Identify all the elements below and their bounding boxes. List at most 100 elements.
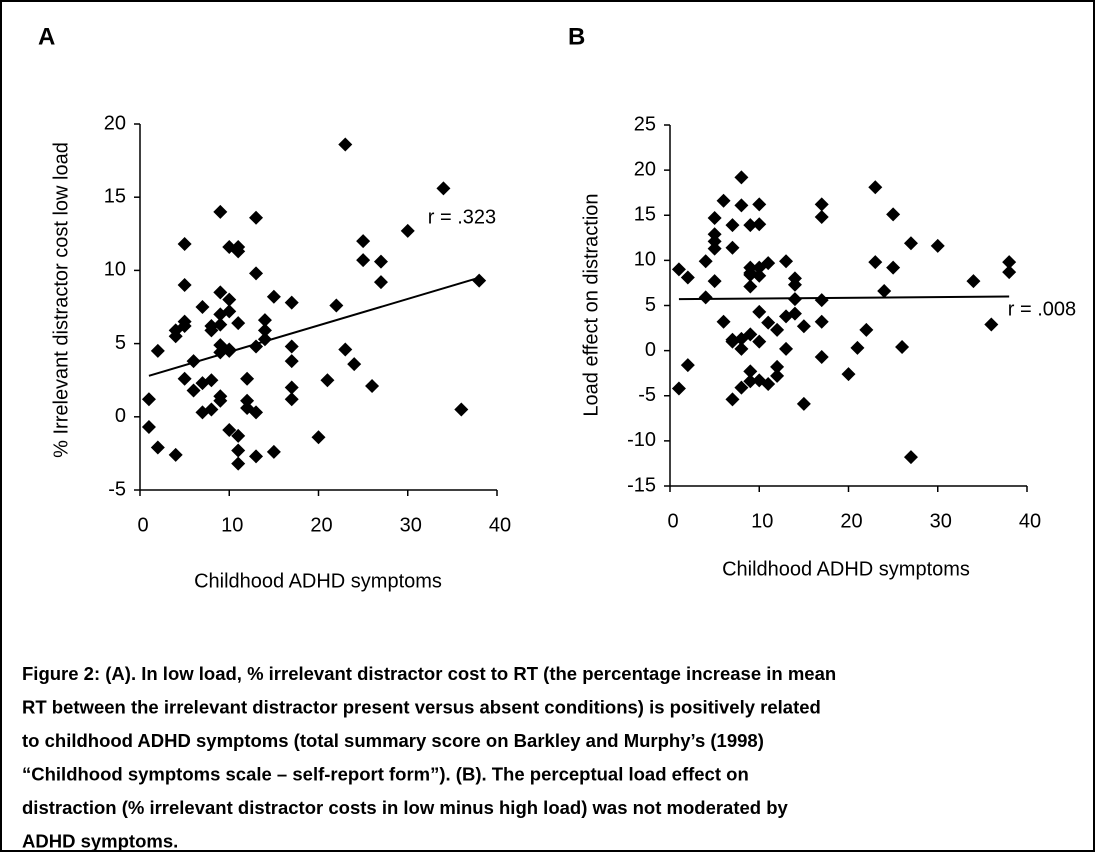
y-tick-label: 15 xyxy=(634,204,656,226)
point xyxy=(284,354,299,369)
point xyxy=(240,371,255,386)
point xyxy=(213,285,228,300)
point xyxy=(141,392,156,407)
point xyxy=(966,274,981,289)
point xyxy=(373,254,388,269)
point xyxy=(779,254,794,269)
point xyxy=(284,392,299,407)
point xyxy=(770,359,785,374)
point xyxy=(752,334,767,349)
point xyxy=(356,253,371,268)
y-tick-label: 10 xyxy=(104,259,126,281)
point xyxy=(877,284,892,299)
point xyxy=(150,440,165,455)
y-tick-label: -10 xyxy=(627,429,656,451)
point xyxy=(284,295,299,310)
point xyxy=(734,198,749,213)
point xyxy=(320,373,335,388)
point xyxy=(257,323,272,338)
point xyxy=(752,304,767,319)
x-axis-title: Childhood ADHD symptoms xyxy=(722,558,970,580)
point xyxy=(150,343,165,358)
point xyxy=(761,315,776,330)
point xyxy=(249,210,264,225)
point xyxy=(814,197,829,212)
annotation: r = .323 xyxy=(428,206,496,228)
point xyxy=(177,278,192,293)
point xyxy=(770,368,785,383)
point xyxy=(752,217,767,232)
point xyxy=(743,374,758,389)
point xyxy=(400,223,415,238)
point xyxy=(141,420,156,435)
point xyxy=(231,428,246,443)
y-axis-title: Load effect on distraction xyxy=(580,193,602,416)
point xyxy=(787,306,802,321)
point xyxy=(338,137,353,152)
point xyxy=(222,422,237,437)
y-tick-label: -5 xyxy=(108,478,126,500)
point xyxy=(186,383,201,398)
point xyxy=(903,450,918,465)
point xyxy=(338,342,353,357)
point xyxy=(204,373,219,388)
point xyxy=(903,236,918,251)
annotation: r = .008 xyxy=(1008,298,1076,320)
caption-line: ADHD symptoms. xyxy=(22,831,178,852)
point xyxy=(284,339,299,354)
point xyxy=(761,377,776,392)
point xyxy=(752,268,767,283)
point xyxy=(796,396,811,411)
point xyxy=(472,273,487,288)
point xyxy=(231,443,246,458)
point xyxy=(177,237,192,252)
point xyxy=(770,322,785,337)
point xyxy=(707,241,722,256)
point xyxy=(850,340,865,355)
point xyxy=(725,240,740,255)
point xyxy=(725,392,740,407)
point xyxy=(814,210,829,225)
point xyxy=(895,340,910,355)
point xyxy=(859,322,874,337)
point xyxy=(734,380,749,395)
point xyxy=(707,210,722,225)
point xyxy=(698,290,713,305)
x-tick-label: 10 xyxy=(751,510,773,532)
y-tick-label: -15 xyxy=(627,474,656,496)
point xyxy=(266,289,281,304)
point xyxy=(213,204,228,219)
point xyxy=(257,313,272,328)
point xyxy=(743,279,758,294)
point xyxy=(204,323,219,338)
point xyxy=(249,405,264,420)
point xyxy=(868,180,883,195)
point xyxy=(752,197,767,212)
point xyxy=(177,371,192,386)
point xyxy=(231,244,246,259)
point xyxy=(707,234,722,249)
y-tick-label: -5 xyxy=(638,384,656,406)
point xyxy=(814,349,829,364)
trend-line xyxy=(678,295,1010,301)
point xyxy=(266,444,281,459)
point xyxy=(814,314,829,329)
point xyxy=(195,300,210,314)
point xyxy=(329,298,344,313)
point xyxy=(671,262,686,277)
point xyxy=(743,327,758,342)
point xyxy=(841,367,856,382)
y-axis-title: % Irrelevant distractor cost low load xyxy=(50,142,72,458)
point xyxy=(213,393,228,408)
point xyxy=(868,255,883,270)
caption-line: Figure 2: (A). In low load, % irrelevant… xyxy=(22,663,836,684)
point xyxy=(796,319,811,334)
x-tick-label: 0 xyxy=(667,510,678,532)
point xyxy=(231,316,246,331)
point xyxy=(231,456,246,471)
point xyxy=(186,354,201,369)
point xyxy=(671,381,686,396)
x-tick-label: 30 xyxy=(930,510,952,532)
